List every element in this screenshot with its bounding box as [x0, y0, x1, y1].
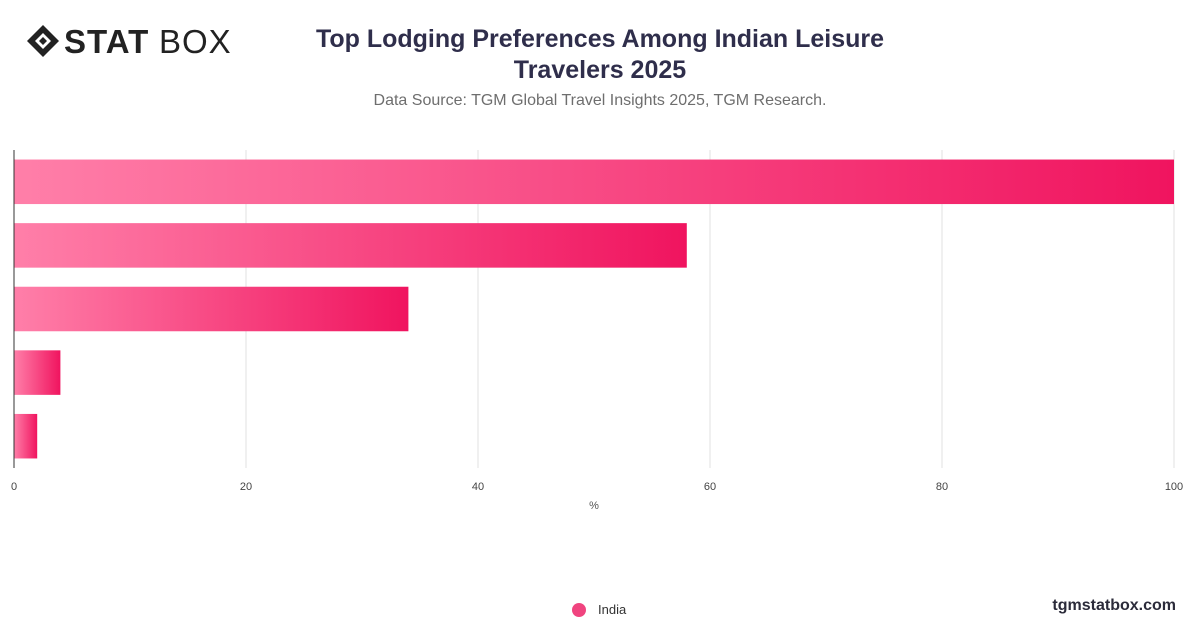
logo-text-bold: STAT [64, 23, 149, 60]
logo-text-light: BOX [159, 23, 232, 60]
chart-subtitle: Data Source: TGM Global Travel Insights … [373, 92, 827, 109]
bar[interactable] [14, 223, 687, 268]
bar[interactable] [14, 159, 1174, 205]
statbox-logo: STAT BOX [27, 23, 232, 60]
bar[interactable] [14, 413, 38, 459]
x-tick-label: 100 [1165, 481, 1183, 493]
legend[interactable]: India [572, 602, 626, 617]
chart-title: Top Lodging Preferences Among Indian Lei… [315, 25, 885, 84]
x-tick-label: 80 [936, 481, 948, 493]
legend-dot-icon [572, 602, 586, 617]
x-axis-title: % [589, 500, 599, 512]
bar[interactable] [14, 286, 409, 332]
x-tick-label: 60 [704, 481, 716, 493]
watermark: tgmstatbox.com [1052, 597, 1176, 614]
x-tick-label: 0 [11, 481, 17, 493]
diamond-logo-icon [27, 25, 59, 57]
legend-label: India [598, 602, 627, 617]
bar[interactable] [14, 350, 61, 395]
bars [14, 159, 1174, 459]
x-axis-ticks: 0 20 40 60 80 100 [11, 481, 1183, 493]
x-tick-label: 20 [240, 481, 252, 493]
x-tick-label: 40 [472, 481, 484, 493]
